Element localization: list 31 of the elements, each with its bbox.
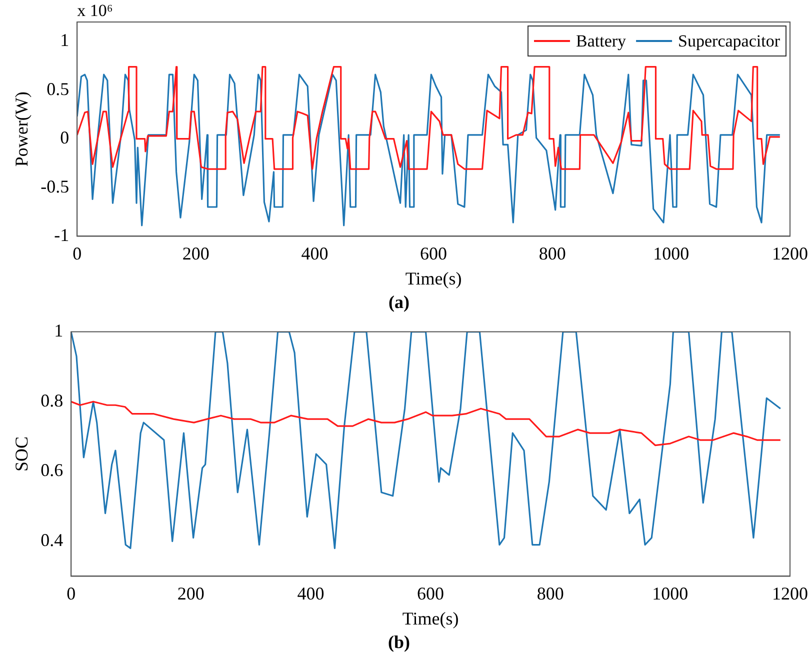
x-tick-label: 1200 (772, 244, 808, 264)
x-tick-label: 800 (536, 584, 564, 604)
x-tick-label: 0 (72, 244, 82, 264)
y-tick-label: -0.5 (40, 176, 70, 196)
x-tick-label: 200 (182, 244, 210, 264)
y-axis-title: Power(W) (12, 92, 32, 167)
x-tick-label: 400 (297, 584, 324, 604)
y-axis-title: SOC (12, 436, 32, 472)
y-tick-label: 0.8 (40, 390, 64, 410)
y-tick-label: 0.5 (46, 78, 70, 99)
x-tick-label: 800 (538, 244, 566, 264)
text: (a) (388, 292, 410, 312)
x-tick-label: 200 (177, 584, 204, 604)
x-tick-label: 1000 (653, 244, 690, 264)
x-tick-label: 1200 (772, 584, 808, 604)
text: (b) (388, 632, 410, 652)
x-tick-label: 1000 (652, 584, 688, 604)
x-tick-label: 400 (301, 244, 328, 264)
x-tick-label: 600 (417, 584, 444, 604)
text: x 10⁶ (77, 0, 113, 20)
legend-label: Supercapacitor (678, 31, 780, 50)
legend-label: Battery (576, 31, 627, 50)
y-tick-label: 0.4 (40, 530, 64, 550)
x-tick-label: 600 (420, 244, 448, 264)
y-tick-label: 1 (60, 30, 70, 50)
y-tick-label: -1 (54, 224, 70, 245)
y-tick-label: 0.6 (40, 460, 64, 480)
x-axis-title: Time(s) (402, 608, 459, 628)
y-tick-label: 0 (60, 128, 70, 148)
y-tick-label: 1 (54, 320, 64, 341)
x-axis-title: Time(s) (405, 268, 462, 288)
